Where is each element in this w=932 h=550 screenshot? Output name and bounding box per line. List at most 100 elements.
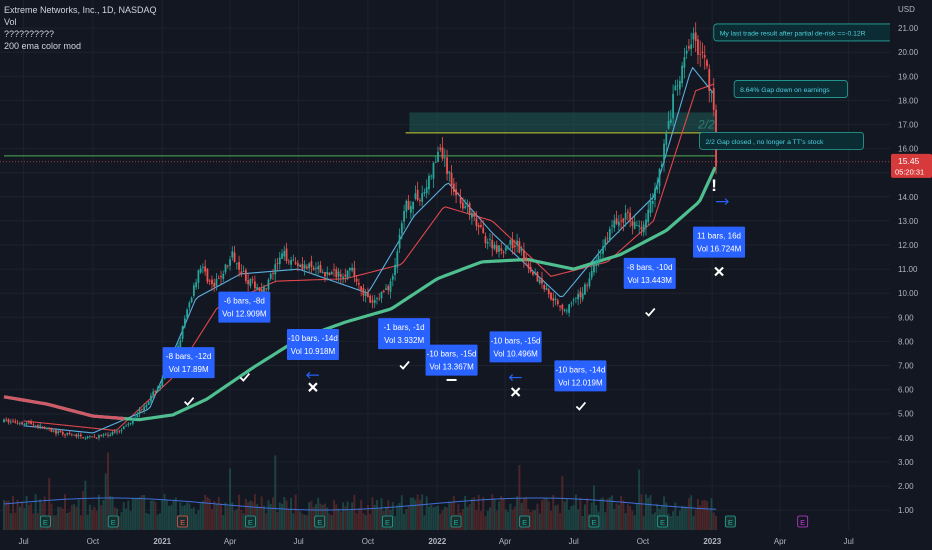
candle-body [367,291,369,298]
candle-body [484,236,487,244]
volume-bar [620,495,623,530]
volume-bar [93,506,96,530]
volume-bar [606,498,609,530]
volume-average-line [3,497,717,511]
earnings-marker-label: E [180,518,185,527]
candle-body [258,287,261,291]
volume-bar [333,499,336,530]
candle-body [409,206,412,213]
volume-bar [353,494,356,530]
volume-bar [687,498,690,530]
candle-body [489,238,491,240]
candle-body [385,288,387,290]
candle-body [224,264,227,273]
candle-body [694,32,697,41]
candle-body [683,57,686,68]
volume-bar [134,498,137,530]
volume-bar [267,500,270,530]
study-label[interactable]: ?????????? [4,29,55,39]
volume-bar [423,515,426,530]
volume-bar [222,514,225,530]
candle-body [278,257,281,265]
candle-body [396,251,399,268]
x-mark-icon [714,266,724,277]
ema-indicator-label[interactable]: 200 ema color mod [4,41,82,51]
volume-bar [165,499,168,530]
trade-label-bars: -1 bars, -1d [384,323,425,332]
volume-bar [513,506,516,530]
volume-bar [608,497,611,530]
candle-body [617,221,620,226]
volume-bar [545,497,548,530]
price-tick-label: 5.00 [898,410,914,419]
candle-body [407,201,410,210]
gap-zone-layer: 2/2 [409,112,717,132]
volume-bar [138,497,141,530]
candle-body [32,424,35,426]
volume-bar [16,499,19,530]
volume-bar [25,496,28,530]
volume-bar [140,494,143,530]
candle-body [317,266,320,270]
candle-body [254,281,256,289]
check-mark-icon [183,397,195,406]
candle-body [134,417,137,419]
trade-label-volume: Vol 10.496M [493,349,538,358]
candle-body [269,273,272,279]
candle-body [522,250,525,261]
volume-bar [418,499,421,530]
time-axis[interactable]: Jul Oct 2021 Apr Jul Oct 2022 Apr Jul Oct 2023 Apr J… [0,530,932,550]
volume-bar [152,500,155,530]
volume-bar [556,504,559,530]
candle-body [344,274,347,277]
volume-bar [192,507,195,530]
volume-bar [274,455,277,530]
candle-body [348,267,351,271]
volume-bar [253,494,256,530]
candle-body [107,434,109,436]
candle-body [247,280,250,285]
candle-body [351,267,354,271]
candle-body [651,201,654,204]
volume-bar [125,508,128,530]
volume-bar [21,501,24,530]
volume-bar [271,497,274,530]
candle-body [333,269,335,271]
symbol-title[interactable]: Extreme Networks, Inc., 1D, NASDAQ [4,5,157,15]
volume-bar [371,497,374,530]
trade-label-bars: -8 bars, -12d [166,352,211,361]
volume-bar [509,503,512,530]
volume-bar [394,515,397,530]
candle-body [41,426,44,429]
vol-indicator-label[interactable]: Vol [4,17,17,27]
volume-bar [633,515,636,530]
volume-bar [672,511,675,530]
volume-bar [278,502,281,530]
volume-bar [326,507,329,530]
earnings-marker-label: E [728,518,733,527]
candle-body [701,51,704,53]
volume-bar [43,496,46,530]
volume-bar [136,497,139,530]
volume-bar [172,500,175,530]
candle-body [541,278,543,284]
candle-body [229,259,231,266]
volume-bar [190,508,193,530]
volume-bar [466,506,469,530]
volume-bar [421,494,424,530]
volume-bar [708,510,711,530]
volume-bar [301,513,304,530]
chart-legend: Extreme Networks, Inc., 1D, NASDAQ Vol ?… [4,4,157,52]
candle-body [48,427,51,429]
volume-bar [79,515,82,530]
candle-body [34,425,37,427]
volume-bar [197,509,200,530]
candle-body [642,224,645,233]
volume-bar [256,504,259,530]
volume-layer [3,452,718,530]
volume-bar [622,500,625,530]
price-tick-label: 2.00 [898,482,914,491]
candle-body [543,285,546,290]
